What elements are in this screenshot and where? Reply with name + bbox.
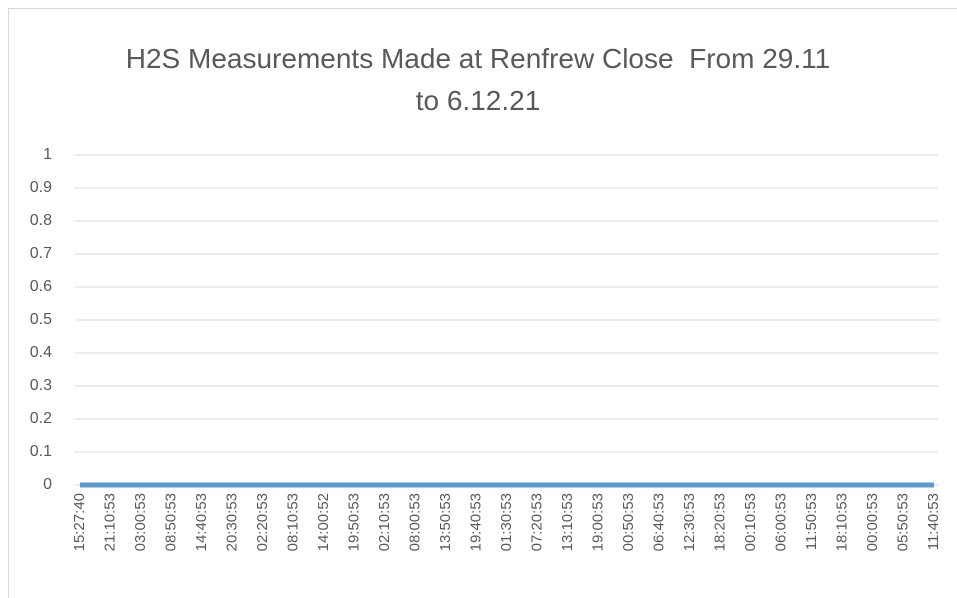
- x-tick-label: 15:27:40: [71, 493, 88, 551]
- y-tick-label: 0.8: [30, 212, 52, 229]
- x-tick-label: 06:00:53: [772, 493, 789, 551]
- y-tick-label: 0.5: [30, 311, 52, 328]
- x-tick-label: 14:40:53: [193, 493, 210, 551]
- x-tick-label: 08:10:53: [284, 493, 301, 551]
- x-tick-label: 19:50:53: [345, 493, 362, 551]
- y-tick-label: 0.1: [30, 443, 52, 460]
- x-tick-label: 01:30:53: [498, 493, 515, 551]
- x-tick-label: 14:00:52: [315, 493, 332, 551]
- y-tick-label: 0.7: [30, 245, 52, 262]
- x-tick-label: 11:50:53: [803, 493, 820, 550]
- x-tick-label: 08:50:53: [162, 493, 179, 551]
- y-tick-label: 0.4: [30, 344, 52, 361]
- x-tick-label: 08:00:53: [406, 493, 423, 551]
- x-tick-label: 13:50:53: [437, 493, 454, 551]
- x-tick-label: 20:30:53: [223, 493, 240, 551]
- x-tick-label: 07:20:53: [528, 493, 545, 551]
- x-tick-label: 18:10:53: [833, 493, 850, 551]
- x-tick-label: 18:20:53: [711, 493, 728, 551]
- x-tick-label: 03:00:53: [132, 493, 149, 551]
- x-tick-label: 19:40:53: [467, 493, 484, 551]
- x-tick-label: 05:50:53: [894, 493, 911, 551]
- y-tick-label: 0.6: [30, 278, 52, 295]
- x-tick-label: 00:10:53: [742, 493, 759, 551]
- y-tick-label: 1: [43, 146, 52, 163]
- x-tick-label: 02:10:53: [376, 493, 393, 551]
- chart-border: [8, 8, 957, 598]
- x-tick-label: 06:40:53: [650, 493, 667, 551]
- chart-title: H2S Measurements Made at Renfrew Close F…: [125, 43, 838, 116]
- x-tick-label: 21:10:53: [101, 493, 118, 551]
- x-tick-label: 13:10:53: [559, 493, 576, 551]
- y-tick-label: 0.9: [30, 179, 52, 196]
- x-tick-label: 12:30:53: [681, 493, 698, 551]
- x-tick-label: 00:00:53: [864, 493, 881, 551]
- y-tick-label: 0: [43, 476, 52, 493]
- y-tick-label: 0.3: [30, 377, 52, 394]
- x-tick-label: 11:40:53: [925, 493, 942, 550]
- x-tick-label: 02:20:53: [254, 493, 271, 551]
- x-tick-label: 00:50:53: [620, 493, 637, 551]
- x-tick-label: 19:00:53: [589, 493, 606, 551]
- y-tick-label: 0.2: [30, 410, 52, 427]
